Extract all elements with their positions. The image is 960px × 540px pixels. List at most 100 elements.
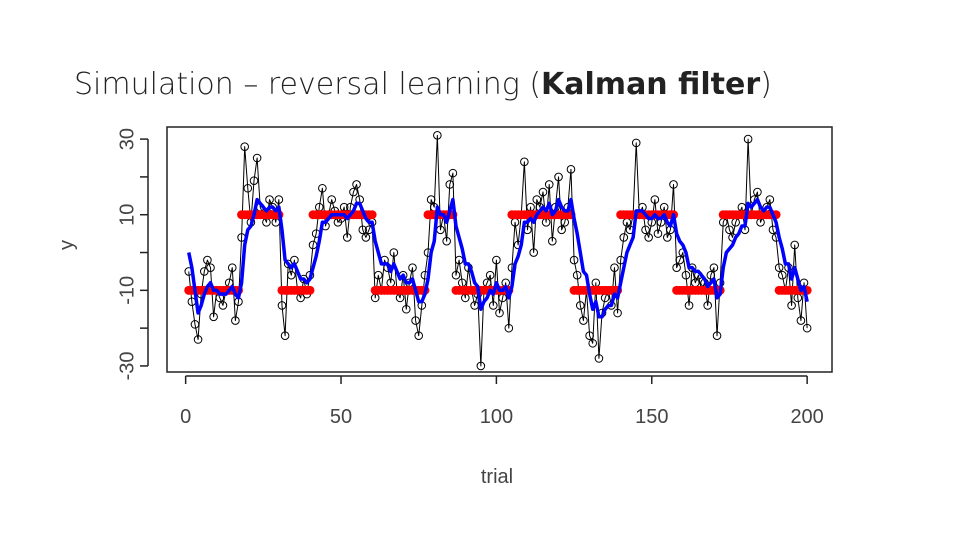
x-tick-label: 150 [635, 406, 668, 428]
y-tick-label: 30 [116, 128, 138, 150]
point [684, 301, 694, 310]
point [672, 263, 681, 272]
point [411, 316, 420, 325]
point [199, 267, 209, 276]
point [426, 195, 436, 204]
plot-box [166, 126, 833, 373]
point [579, 316, 588, 325]
point [532, 195, 542, 204]
point [358, 225, 368, 235]
point [414, 331, 424, 341]
slide-title: Simulation – reversal learning (Kalman f… [74, 67, 772, 102]
point [610, 263, 619, 272]
point [548, 236, 557, 246]
point [585, 331, 594, 341]
series-line [187, 197, 809, 319]
point [492, 255, 501, 265]
x-axis-label: trial [481, 466, 513, 488]
point [594, 354, 604, 363]
point [252, 153, 262, 163]
point [327, 195, 336, 204]
point [774, 263, 784, 272]
point [227, 263, 237, 272]
point [445, 180, 455, 189]
point [575, 301, 585, 310]
point [777, 270, 787, 280]
point [361, 233, 371, 242]
point [193, 335, 203, 344]
point [669, 180, 678, 189]
point [504, 323, 514, 333]
point [544, 180, 554, 189]
point [796, 316, 806, 325]
point [485, 270, 495, 280]
point [663, 233, 672, 242]
point [283, 259, 293, 269]
point [619, 233, 629, 242]
x-tick-label: 200 [790, 406, 823, 428]
point [470, 301, 479, 310]
series-line [188, 134, 808, 367]
point [566, 165, 576, 174]
point [318, 183, 327, 193]
point [681, 270, 691, 280]
title-part: Simulation – reversal learning ( [74, 67, 541, 102]
point [190, 320, 200, 329]
point [765, 195, 775, 204]
point [703, 301, 713, 310]
point [231, 316, 240, 325]
point [495, 308, 504, 318]
point [401, 304, 411, 314]
point [209, 312, 218, 322]
point [476, 361, 486, 371]
point [433, 131, 442, 140]
y-tick-label: -10 [116, 276, 138, 305]
point [240, 142, 249, 151]
point [743, 134, 753, 144]
point [203, 255, 212, 265]
point [349, 187, 358, 197]
point [451, 270, 461, 280]
y-tick-label: -30 [116, 351, 138, 380]
title-part: ) [760, 67, 772, 102]
point [712, 331, 722, 341]
point [206, 263, 215, 272]
x-tick-label: 50 [330, 406, 352, 428]
point [613, 308, 622, 318]
point [554, 172, 563, 182]
point [389, 248, 399, 257]
point [706, 270, 716, 280]
point [802, 323, 812, 333]
point [367, 210, 377, 220]
y-axis-label: y [56, 240, 78, 250]
y-tick-label: 10 [116, 204, 138, 226]
point [725, 225, 734, 235]
point [569, 255, 579, 265]
point [520, 157, 529, 167]
point [277, 301, 287, 310]
point [305, 285, 315, 295]
point [342, 233, 352, 242]
point [280, 331, 290, 341]
point [787, 301, 796, 310]
point [274, 195, 284, 204]
point [641, 225, 650, 235]
point [265, 195, 274, 204]
point [286, 270, 296, 280]
point [408, 263, 417, 272]
point [448, 168, 458, 178]
point [243, 183, 253, 193]
point [442, 236, 451, 246]
point [675, 255, 685, 265]
point [488, 301, 498, 310]
point [218, 301, 228, 310]
x-tick-label: 0 [180, 406, 191, 428]
point [529, 248, 538, 257]
point [650, 195, 660, 204]
point [374, 270, 383, 280]
point [572, 270, 582, 280]
x-tick-label: 100 [480, 406, 513, 428]
point [557, 225, 566, 235]
point [790, 240, 800, 250]
